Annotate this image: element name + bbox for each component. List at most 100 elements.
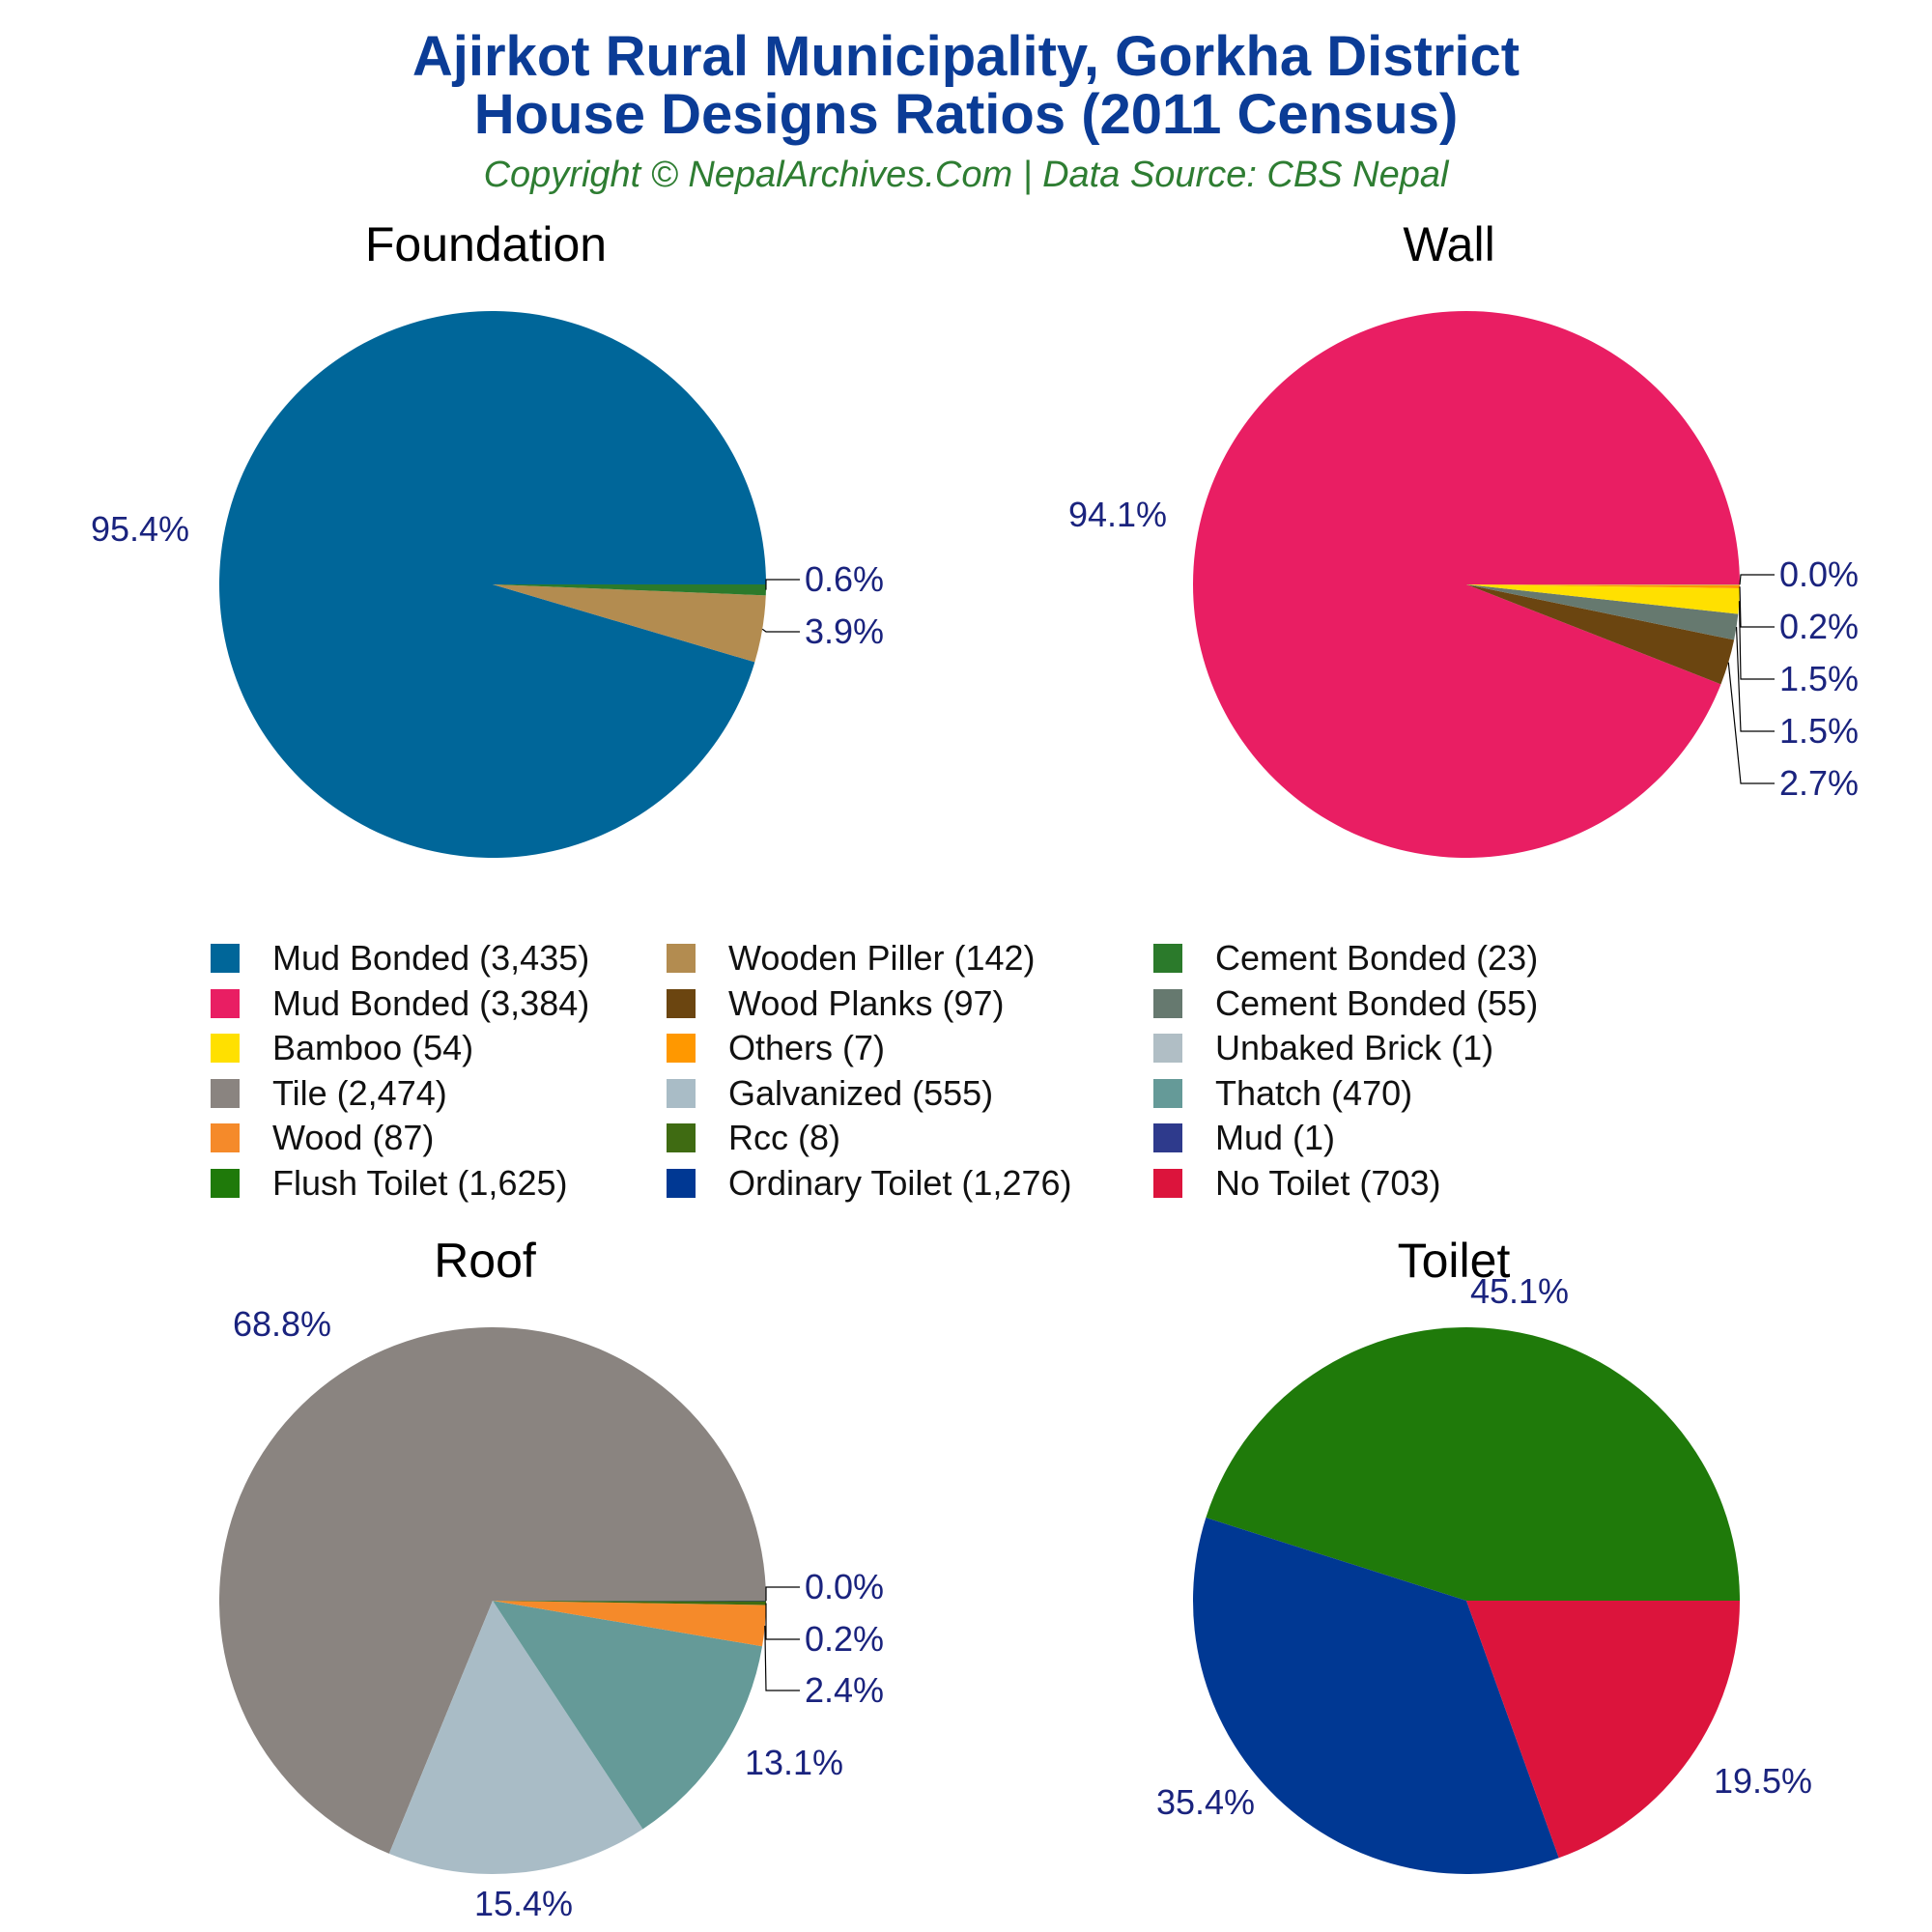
pct-label: 0.0% xyxy=(805,1567,884,1606)
pie-title-toilet: Toilet xyxy=(1398,1234,1511,1288)
legend-item: Unbaked Brick (1) xyxy=(1153,1028,1493,1068)
pie-slice-no-toilet-703 xyxy=(1466,1601,1741,1859)
legend-item: Wooden Piller (142) xyxy=(667,938,1036,979)
pie-slice-cement-bonded-23 xyxy=(493,584,766,596)
legend-label: Mud Bonded (3,384) xyxy=(272,982,590,1023)
chart-subtitle: Copyright © NepalArchives.Com | Data Sou… xyxy=(483,155,1449,195)
legend-label: Galvanized (555) xyxy=(728,1072,994,1113)
legend-swatch xyxy=(211,988,240,1018)
pct-label: 94.1% xyxy=(1068,495,1167,534)
legend-item: Flush Toilet (1,625) xyxy=(211,1163,568,1204)
legend-swatch xyxy=(667,1123,696,1152)
legend-item: Bamboo (54) xyxy=(211,1028,473,1068)
pie-wall: Wall 94.1% 2.7% 1.5% 1.5% 0.2% 0.0% xyxy=(1068,217,1859,859)
pie-slice-wood-87 xyxy=(493,1601,766,1647)
pie-slice-mud-bonded-3-435 xyxy=(219,311,766,859)
pie-foundation: Foundation 95.4% 3.9% 0.6% xyxy=(91,217,884,859)
pie-slice-tile-2-474 xyxy=(219,1326,766,1854)
pie-slice-bamboo-54 xyxy=(1466,584,1740,614)
pct-label: 15.4% xyxy=(474,1884,573,1923)
legend-label: Others (7) xyxy=(728,1028,886,1067)
legend-item: Others (7) xyxy=(667,1028,885,1068)
pie-slice-rcc-8 xyxy=(493,1601,766,1605)
legend-swatch xyxy=(1153,1078,1182,1108)
leader-line xyxy=(764,1625,800,1691)
legend-item: Wood Planks (97) xyxy=(667,983,1004,1024)
legend-label: Thatch (470) xyxy=(1215,1072,1413,1113)
legend-swatch xyxy=(667,944,696,973)
legend-item: Galvanized (555) xyxy=(667,1073,993,1114)
legend-swatch xyxy=(211,1123,240,1152)
legend-item: Tile (2,474) xyxy=(211,1073,447,1114)
pct-label: 1.5% xyxy=(1779,711,1859,751)
legend-swatch xyxy=(1153,1168,1182,1198)
legend-swatch xyxy=(1153,1123,1182,1152)
pct-label: 35.4% xyxy=(1156,1782,1255,1822)
legend-item: Mud (1) xyxy=(1153,1118,1335,1158)
pie-slice-mud-bonded-3-384 xyxy=(1193,311,1740,859)
legend-item: Cement Bonded (23) xyxy=(1153,938,1538,979)
legend-label: Wooden Piller (142) xyxy=(728,938,1036,978)
pie-title-foundation: Foundation xyxy=(365,217,607,271)
legend-swatch xyxy=(667,1034,696,1063)
legend-item: Mud Bonded (3,384) xyxy=(211,983,589,1024)
legend-label: Mud Bonded (3,435) xyxy=(272,938,590,978)
legend-swatch xyxy=(1153,944,1182,973)
legend-item: Wood (87) xyxy=(211,1118,434,1158)
legend-swatch xyxy=(667,1078,696,1108)
legend-label: Flush Toilet (1,625) xyxy=(272,1162,568,1203)
legend-label: Unbaked Brick (1) xyxy=(1215,1028,1494,1067)
pct-label: 2.4% xyxy=(805,1670,884,1710)
pct-label: 13.1% xyxy=(745,1743,843,1782)
pie-slice-galvanized-555 xyxy=(388,1601,643,1874)
pct-label: 0.2% xyxy=(1779,607,1859,646)
leader-line xyxy=(1727,662,1775,784)
legend-label: No Toilet (703) xyxy=(1215,1162,1441,1203)
legend-swatch xyxy=(667,988,696,1018)
legend-swatch xyxy=(211,1168,240,1198)
pct-label: 45.1% xyxy=(1470,1271,1569,1311)
pct-label: 68.8% xyxy=(233,1304,331,1344)
pie-slice-others-7 xyxy=(1466,584,1740,588)
pie-slice-wooden-piller-142 xyxy=(493,584,766,663)
leader-line xyxy=(1738,601,1775,680)
chart-title-line1: Ajirkot Rural Municipality, Gorkha Distr… xyxy=(412,25,1520,88)
pie-title-roof: Roof xyxy=(434,1234,536,1288)
legend-item: Rcc (8) xyxy=(667,1118,840,1158)
pie-slice-flush-toilet-1-625 xyxy=(1206,1326,1740,1601)
legend-swatch xyxy=(211,1078,240,1108)
legend-label: Rcc (8) xyxy=(728,1118,840,1157)
legend-swatch xyxy=(1153,1034,1182,1063)
pct-label: 1.5% xyxy=(1779,659,1859,698)
pct-label: 2.7% xyxy=(1779,763,1859,803)
legend-swatch xyxy=(1153,988,1182,1018)
legend-label: Bamboo (54) xyxy=(272,1028,474,1067)
pct-label: 0.2% xyxy=(805,1619,884,1659)
pie-slice-thatch-470 xyxy=(493,1601,763,1830)
pct-label: 3.9% xyxy=(805,611,884,651)
pct-label: 0.6% xyxy=(805,559,884,599)
legend-label: Wood (87) xyxy=(272,1118,435,1157)
pie-slice-wood-planks-97 xyxy=(1466,584,1735,685)
leader-line xyxy=(765,1603,800,1640)
leader-line xyxy=(1735,627,1775,732)
legend-item: Cement Bonded (55) xyxy=(1153,983,1538,1024)
pie-roof: Roof 68.8% 15.4% 13.1% 2.4% 0.2% 0.0% xyxy=(219,1234,884,1923)
pct-label: 0.0% xyxy=(1779,554,1859,594)
legend-label: Mud (1) xyxy=(1215,1118,1336,1157)
legend-label: Cement Bonded (55) xyxy=(1215,982,1539,1023)
leader-line xyxy=(765,579,800,590)
legend-item: Ordinary Toilet (1,276) xyxy=(667,1163,1072,1204)
legend-label: Tile (2,474) xyxy=(272,1072,447,1113)
legend-swatch xyxy=(211,1034,240,1063)
legend-swatch xyxy=(667,1168,696,1198)
chart-title-line2: House Designs Ratios (2011 Census) xyxy=(473,83,1459,146)
legend-swatch xyxy=(211,944,240,973)
legend-item: Thatch (470) xyxy=(1153,1073,1412,1114)
legend-label: Cement Bonded (23) xyxy=(1215,938,1539,978)
leader-line xyxy=(765,1586,800,1602)
pie-slice-cement-bonded-55 xyxy=(1466,584,1739,640)
leader-line xyxy=(1739,574,1775,585)
